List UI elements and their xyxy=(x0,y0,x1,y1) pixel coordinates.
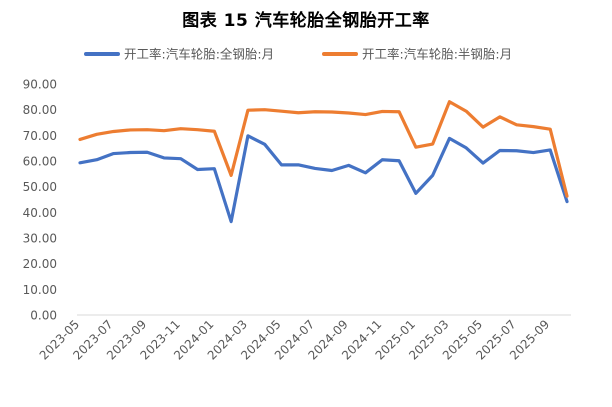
y-tick-label: 80.00 xyxy=(23,103,57,117)
legend-label: 开工率:汽车轮胎:半钢胎:月 xyxy=(362,47,512,62)
y-tick-label: 30.00 xyxy=(23,232,57,246)
series-line xyxy=(78,134,569,224)
legend-item: 开工率:汽车轮胎:全钢胎:月 xyxy=(84,47,274,62)
chart-title: 图表 15 汽车轮胎全钢胎开工率 xyxy=(182,11,430,31)
y-tick-label: 50.00 xyxy=(23,180,57,194)
y-tick-label: 70.00 xyxy=(23,129,57,143)
axes: 0.00 10.00 20.00 30.00 40.00 50.00 60.00 70.00 8… xyxy=(23,78,571,363)
y-tick-label: 40.00 xyxy=(23,206,57,220)
legend-label: 开工率:汽车轮胎:全钢胎:月 xyxy=(124,47,274,62)
legend: 开工率:汽车轮胎:全钢胎:月 开工率:汽车轮胎:半钢胎:月 xyxy=(84,47,512,62)
y-tick-label: 90.00 xyxy=(23,78,57,92)
legend-item: 开工率:汽车轮胎:半钢胎:月 xyxy=(322,47,512,62)
series-line xyxy=(78,100,569,198)
y-tick-label: 10.00 xyxy=(23,283,57,297)
series-layer xyxy=(78,100,569,224)
y-tick-label: 0.00 xyxy=(30,309,57,323)
y-tick-label: 20.00 xyxy=(23,257,57,271)
y-tick-label: 60.00 xyxy=(23,155,57,169)
